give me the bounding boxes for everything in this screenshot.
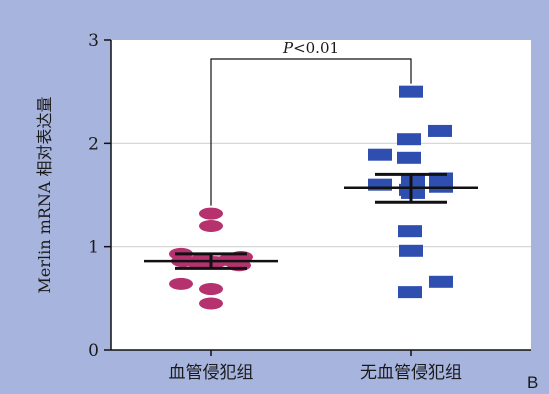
y-axis-label: Merlin mRNA 相对表达量 — [35, 97, 54, 294]
data-point — [199, 297, 223, 310]
grid-lines — [111, 142, 531, 248]
panel-label: B — [527, 373, 538, 392]
y-tick-label: 0 — [88, 341, 99, 361]
y-tick-label: 2 — [88, 134, 99, 154]
y-tick-label: 3 — [88, 31, 99, 51]
data-point — [397, 133, 421, 146]
data-point — [399, 244, 423, 257]
data-point — [199, 220, 223, 232]
data-point — [397, 151, 421, 164]
data-point — [401, 186, 425, 199]
data-point — [199, 207, 223, 220]
data-point — [428, 124, 452, 137]
data-point — [169, 277, 193, 290]
data-point — [199, 283, 223, 296]
y-axis: 0 1 2 3 — [88, 31, 112, 361]
data-point — [399, 85, 423, 98]
significance-label: P<0.01 — [282, 39, 339, 57]
significance-bracket: P<0.01 — [210, 39, 412, 206]
x-tick-label: 无血管侵犯组 — [360, 363, 462, 383]
plot-area — [111, 40, 531, 350]
data-point — [398, 225, 422, 238]
data-points — [169, 85, 453, 310]
data-point — [398, 286, 422, 299]
significance-line — [210, 58, 412, 206]
x-axis: 血管侵犯组 无血管侵犯组 — [111, 349, 531, 383]
mean-error-bars — [144, 172, 478, 270]
data-point — [429, 275, 453, 288]
y-tick-label: 1 — [88, 238, 99, 258]
data-point — [368, 148, 392, 161]
data-point — [401, 174, 425, 187]
x-tick-label: 血管侵犯组 — [169, 363, 254, 383]
